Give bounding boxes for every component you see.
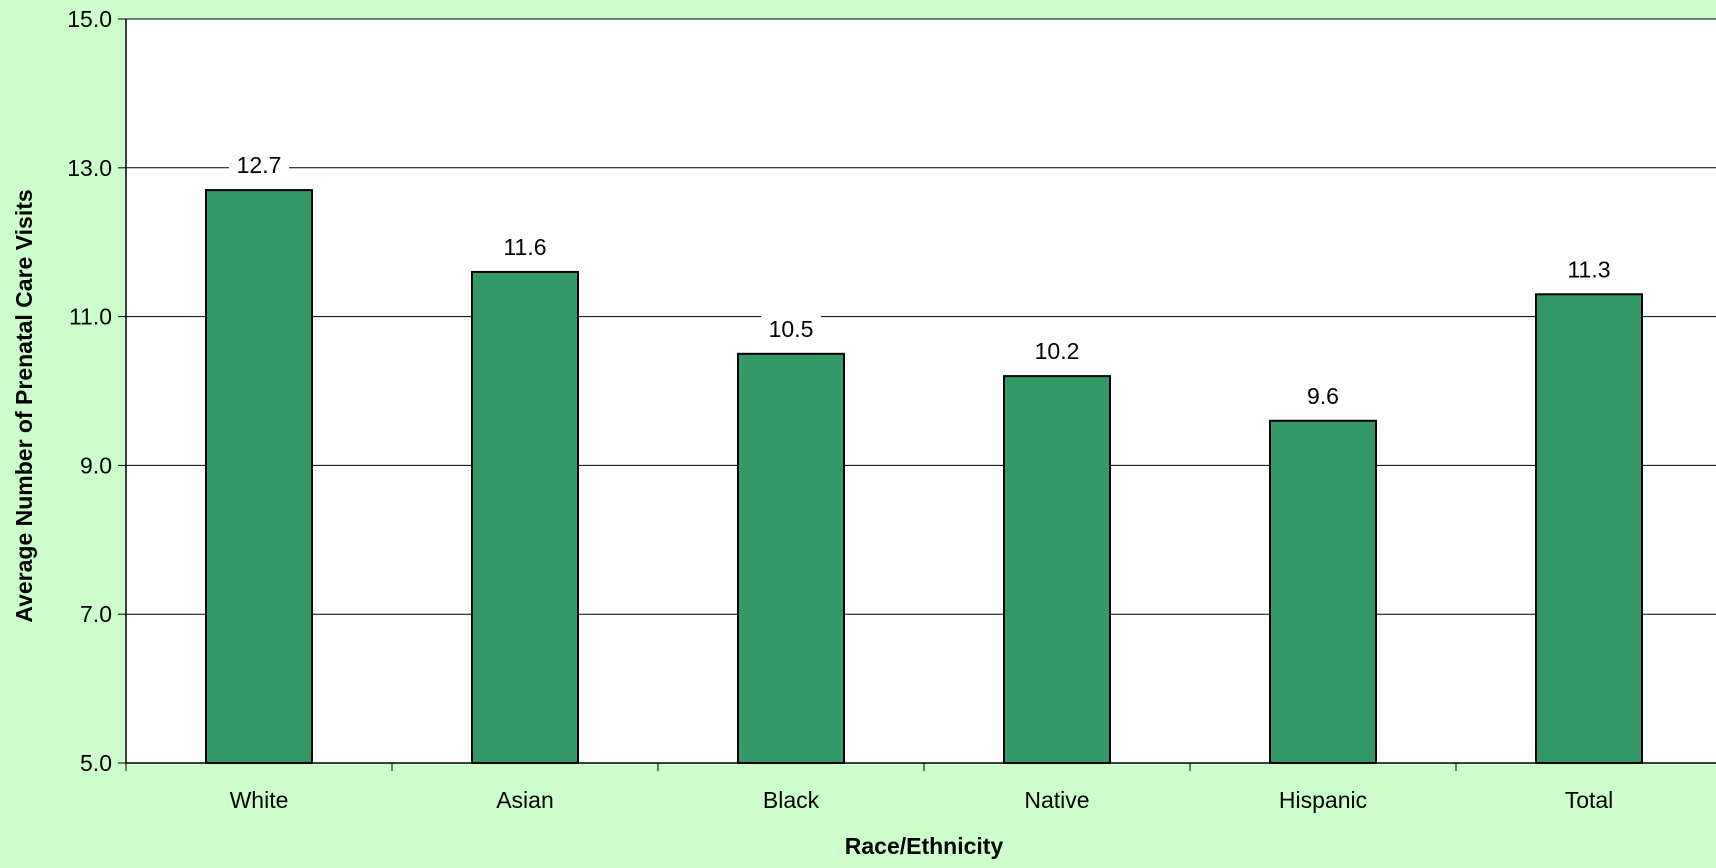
- x-category-label: Native: [1024, 787, 1089, 813]
- x-category-label: Black: [763, 787, 820, 813]
- y-tick-label: 15.0: [67, 6, 112, 32]
- bar-white: [205, 189, 313, 764]
- plot-background: [126, 19, 1716, 763]
- data-label: 11.3: [1567, 256, 1610, 282]
- data-labels: 12.7 11.6 10.5 10.2 9.6 11.3: [229, 151, 1619, 410]
- data-label-backdrop: [495, 232, 555, 261]
- y-tick-label: 9.0: [80, 452, 112, 478]
- y-tick-label: 11.0: [69, 304, 112, 330]
- x-category-label: Total: [1565, 787, 1614, 813]
- y-tick-label: 7.0: [80, 601, 112, 627]
- data-label-backdrop: [1027, 337, 1087, 366]
- data-label: 10.2: [1035, 338, 1080, 364]
- plot-area: [126, 19, 1716, 763]
- x-axis-title: Race/Ethnicity: [845, 833, 1004, 859]
- gridlines: [126, 18, 1716, 615]
- x-category-label: Asian: [496, 787, 554, 813]
- bar-total: [1535, 293, 1643, 764]
- bar-asian: [471, 270, 579, 764]
- y-tick-label: 13.0: [67, 155, 112, 181]
- data-label-backdrop: [1559, 255, 1619, 284]
- bar-hispanic: [1269, 419, 1377, 764]
- data-label: 12.7: [237, 152, 282, 178]
- bar-black: [737, 352, 845, 764]
- bar-native: [1003, 375, 1111, 764]
- x-category-label: Hispanic: [1279, 787, 1367, 813]
- data-label: 10.5: [769, 316, 814, 342]
- data-label-backdrop: [229, 151, 289, 180]
- x-category-label: White: [230, 787, 289, 813]
- data-label: 9.6: [1307, 383, 1339, 409]
- y-tick-labels: 5.0 7.0 9.0 11.0 13.0 15.0: [67, 6, 112, 776]
- data-label: 11.6: [503, 234, 546, 260]
- y-axis-title: Average Number of Prenatal Care Visits: [11, 189, 37, 622]
- x-category-labels: White Asian Black Native Hispanic Total: [230, 787, 1614, 813]
- bars: [205, 189, 1643, 764]
- data-label-backdrop: [1293, 381, 1353, 410]
- axes: [118, 18, 1716, 771]
- data-label-backdrop: [761, 314, 821, 343]
- y-tick-label: 5.0: [80, 750, 112, 776]
